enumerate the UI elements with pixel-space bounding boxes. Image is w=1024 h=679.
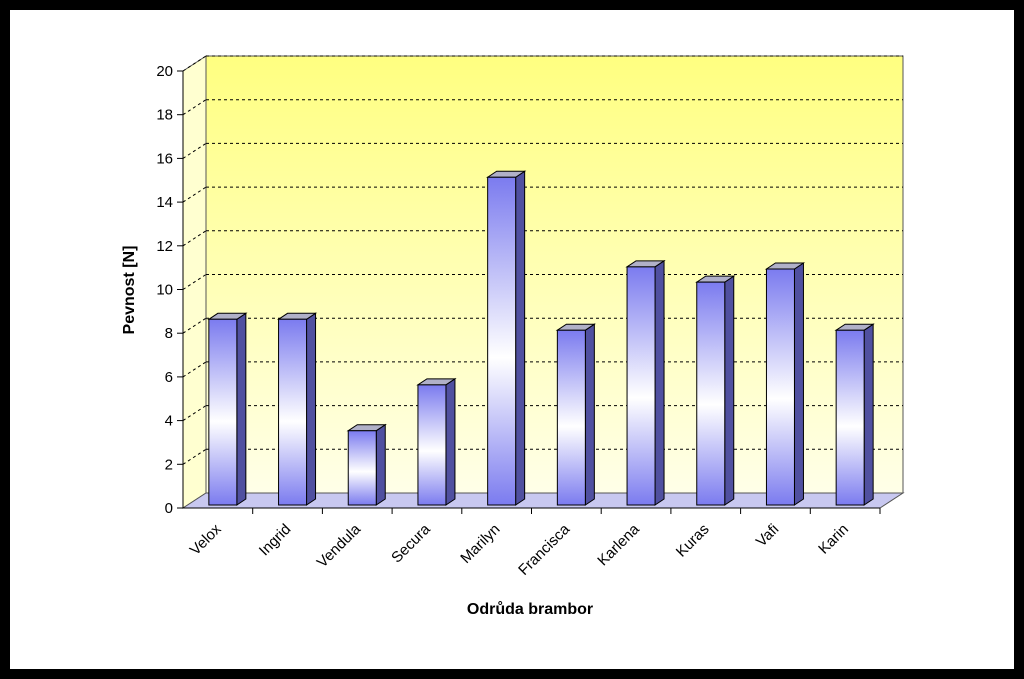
bar-face <box>863 323 874 506</box>
y-tick-label: 8 <box>165 325 173 342</box>
bar <box>764 262 806 506</box>
grid-line <box>182 55 207 72</box>
y-tick-label: 2 <box>165 456 173 473</box>
bar <box>416 377 457 506</box>
y-tick-label: 12 <box>156 238 173 255</box>
bar-face <box>487 176 517 506</box>
bar-face <box>724 275 735 506</box>
grid-line <box>182 361 207 378</box>
bar-face <box>306 312 317 506</box>
y-tick-label: 14 <box>156 194 173 211</box>
bar <box>695 275 736 506</box>
bar <box>625 259 666 506</box>
y-tick-label: 6 <box>165 369 173 386</box>
x-axis-title: Odrůda brambor <box>467 601 593 618</box>
grid-line <box>182 230 207 247</box>
bar-face <box>236 312 247 506</box>
y-tick-label: 16 <box>156 150 173 167</box>
bar <box>485 170 527 506</box>
y-axis-title: Pevnost [N] <box>121 246 138 335</box>
bar-face <box>375 423 386 506</box>
y-tick-label: 18 <box>156 107 173 124</box>
y-tick-label: 4 <box>165 413 173 430</box>
y-tick-label: 20 <box>156 63 173 80</box>
bar <box>555 323 597 506</box>
bar-face <box>626 266 656 506</box>
bar-face <box>278 318 308 506</box>
bar-face <box>765 268 795 506</box>
bar-face <box>584 323 595 506</box>
bar-face <box>654 259 665 506</box>
grid-line <box>182 317 207 334</box>
bar <box>276 312 318 506</box>
bar-face <box>417 384 447 506</box>
bar-face <box>696 281 726 506</box>
grid-line <box>182 448 207 465</box>
bar-face <box>556 329 586 506</box>
bar-face <box>835 329 865 506</box>
bar-face <box>515 170 526 506</box>
bar <box>207 312 248 506</box>
bar <box>834 323 875 506</box>
bar-face <box>347 430 377 506</box>
grid-line <box>182 99 207 116</box>
bar-face <box>793 262 804 506</box>
grid-line <box>182 405 207 422</box>
grid-line <box>182 142 207 159</box>
grid-line <box>182 186 207 203</box>
bar-face <box>445 377 456 506</box>
bar <box>346 423 387 506</box>
y-tick-label: 10 <box>156 282 173 299</box>
bar-face <box>208 318 238 506</box>
y-tick-label: 0 <box>165 500 173 517</box>
grid-line <box>182 274 207 290</box>
